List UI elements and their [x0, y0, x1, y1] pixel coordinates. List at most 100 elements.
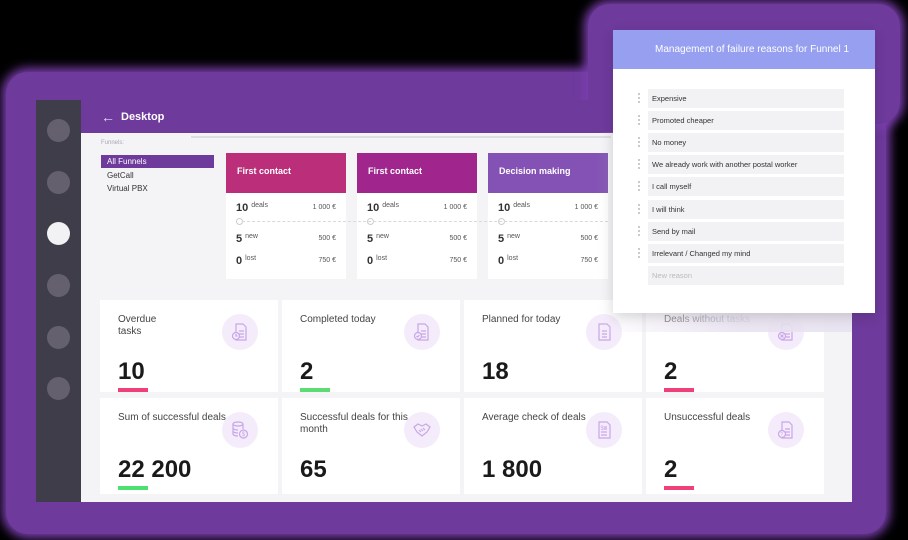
- lost-count: 0: [236, 255, 243, 267]
- deals-label: deals: [382, 202, 399, 209]
- deals-count: 10: [367, 202, 380, 214]
- reason-item[interactable]: I will think: [648, 200, 844, 219]
- card-accent-bar: [664, 486, 694, 490]
- modal-title: Management of failure reasons for Funnel…: [613, 30, 875, 69]
- card-value: 22 200: [118, 456, 192, 483]
- funnel-virtual-pbx[interactable]: Virtual PBX: [107, 184, 148, 193]
- stage-card[interactable]: Decision making 10 deals 1 000 € 5 new 500 €…: [474, 153, 608, 279]
- stat-card-unsuccessful-deals[interactable]: Unsuccessful deals ? 2: [646, 398, 824, 494]
- drag-handle-icon[interactable]: [638, 248, 642, 260]
- sidebar: [36, 100, 81, 502]
- new-amount: 500 €: [449, 235, 467, 242]
- x-document-icon: [768, 314, 804, 350]
- funnels-label: Funnels:: [101, 140, 125, 146]
- stage-lost-row: 0 lost 750 €: [367, 255, 467, 267]
- new-label: new: [507, 233, 520, 240]
- stage-title: First contact: [226, 153, 346, 193]
- lost-amount: 750 €: [449, 257, 467, 264]
- drag-handle-icon[interactable]: [638, 93, 642, 105]
- reason-item[interactable]: Send by mail: [648, 222, 844, 241]
- card-title: Planned for today: [482, 314, 561, 325]
- drag-handle-icon[interactable]: [638, 226, 642, 238]
- page-title: Desktop: [121, 111, 165, 123]
- new-reason-input[interactable]: New reason: [648, 266, 844, 285]
- coins-icon: $: [222, 412, 258, 448]
- reason-item[interactable]: Expensive: [648, 89, 844, 108]
- new-count: 5: [367, 233, 374, 245]
- stage-title: First contact: [357, 153, 477, 193]
- check-document-icon: [404, 314, 440, 350]
- handshake-icon: [404, 412, 440, 448]
- reason-item[interactable]: I call myself: [648, 177, 844, 196]
- reason-item[interactable]: No money: [648, 133, 844, 152]
- sidebar-item-5[interactable]: [47, 326, 70, 349]
- stage-card[interactable]: First contact 10 deals 1 000 € 5 new 500 € 0…: [226, 153, 346, 279]
- lost-label: lost: [376, 255, 388, 262]
- stat-card-overdue-tasks[interactable]: Overdue tasks 10: [100, 300, 278, 392]
- stat-card-planned-for-today[interactable]: Planned for today 18: [464, 300, 642, 392]
- card-value: 18: [482, 358, 509, 385]
- lost-label: lost: [245, 255, 257, 262]
- sidebar-item-4[interactable]: [47, 274, 70, 297]
- card-title: Successful deals for this month: [300, 412, 408, 435]
- reason-item[interactable]: Promoted cheaper: [648, 111, 844, 130]
- deals-count: 10: [236, 202, 249, 214]
- stat-card-completed-today[interactable]: Completed today 2: [282, 300, 460, 392]
- sidebar-item-1[interactable]: [47, 119, 70, 142]
- invoice-icon: $: [586, 412, 622, 448]
- card-accent-bar: [118, 388, 148, 392]
- card-value: 10: [118, 358, 145, 385]
- stat-card-deals-without-tasks[interactable]: Deals without tasks 2: [646, 300, 824, 392]
- deals-amount: 1 000 €: [443, 204, 467, 211]
- svg-text:$: $: [242, 432, 246, 438]
- stage-title: Decision making: [488, 153, 608, 193]
- new-label: new: [245, 233, 258, 240]
- stage-deals-row: 10 deals 1 000 €: [367, 202, 467, 214]
- deals-count: 10: [498, 202, 511, 214]
- new-amount: 500 €: [580, 235, 598, 242]
- card-title: Average check of deals: [482, 412, 586, 423]
- stat-card-sum-successful-deals[interactable]: Sum of successful deals $ 22 200: [100, 398, 278, 494]
- question-document-icon: ?: [768, 412, 804, 448]
- reason-item[interactable]: We already work with another postal work…: [648, 155, 844, 174]
- deals-amount: 1 000 €: [312, 204, 336, 211]
- card-accent-bar: [664, 388, 694, 392]
- drag-handle-icon[interactable]: [638, 137, 642, 149]
- stat-card-successful-deals-month[interactable]: Successful deals for this month 65: [282, 398, 460, 494]
- svg-text:$: $: [601, 426, 605, 432]
- lost-count: 0: [498, 255, 505, 267]
- stat-card-average-check[interactable]: Average check of deals $ 1 800: [464, 398, 642, 494]
- lost-amount: 750 €: [580, 257, 598, 264]
- sidebar-item-3-active[interactable]: [47, 222, 70, 245]
- card-accent-bar: [118, 486, 148, 490]
- stage-card[interactable]: First contact 10 deals 1 000 € 5 new 500 € 0…: [343, 153, 477, 279]
- horizontal-scrollbar[interactable]: [191, 136, 611, 138]
- sidebar-item-2[interactable]: [47, 171, 70, 194]
- card-title: Overdue tasks: [118, 314, 157, 337]
- drag-handle-icon[interactable]: [638, 181, 642, 193]
- funnel-getcall[interactable]: GetCall: [107, 171, 134, 180]
- card-accent-bar: [300, 388, 330, 392]
- card-title: Sum of successful deals: [118, 412, 226, 423]
- stage-deals-row: 10 deals 1 000 €: [498, 202, 598, 214]
- funnel-all-funnels[interactable]: All Funnels: [101, 155, 214, 168]
- timeline-dashed-line: [343, 221, 477, 222]
- stage-new-row: 5 new 500 €: [367, 233, 467, 245]
- drag-handle-icon[interactable]: [638, 204, 642, 216]
- card-title: Deals without tasks: [664, 314, 751, 325]
- stage-new-row: 5 new 500 €: [498, 233, 598, 245]
- drag-handle-icon[interactable]: [638, 115, 642, 127]
- card-value: 2: [664, 358, 678, 385]
- card-title: Completed today: [300, 314, 376, 325]
- new-label: new: [376, 233, 389, 240]
- sidebar-item-6[interactable]: [47, 377, 70, 400]
- document-icon: [586, 314, 622, 350]
- back-arrow-icon[interactable]: ←: [101, 109, 115, 125]
- reason-item[interactable]: Irrelevant / Changed my mind: [648, 244, 844, 263]
- timeline-dashed-line: [242, 221, 346, 222]
- svg-text:?: ?: [780, 432, 783, 438]
- new-amount: 500 €: [318, 235, 336, 242]
- drag-handle-icon[interactable]: [638, 159, 642, 171]
- new-count: 5: [236, 233, 243, 245]
- card-title: Unsuccessful deals: [664, 412, 751, 423]
